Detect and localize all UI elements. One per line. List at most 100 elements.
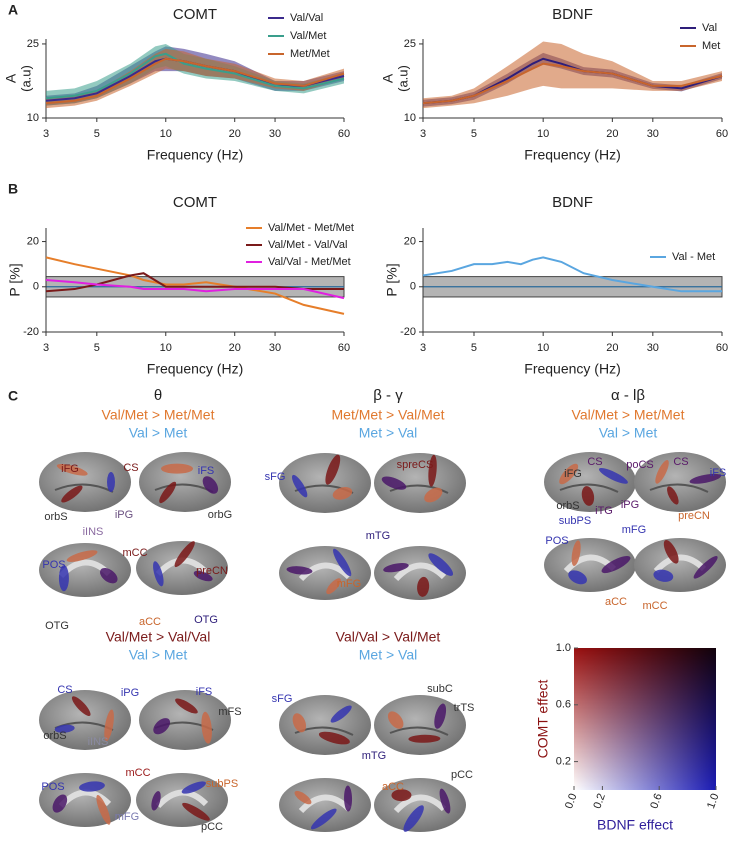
x-tick-label: 60 — [716, 342, 728, 354]
panel-heading: β - γ — [373, 387, 403, 404]
x-tick-label: 30 — [269, 128, 281, 140]
legend-label: Met/Met — [290, 48, 330, 60]
effect-region — [655, 460, 669, 484]
region-label: subPS — [206, 778, 238, 790]
region-label: OTG — [194, 614, 218, 626]
effect-region — [434, 703, 447, 729]
region-label: iTG — [595, 505, 613, 517]
effect-region — [107, 472, 115, 492]
callosum — [393, 562, 447, 582]
effect-region — [439, 788, 451, 814]
region-label: pCC — [451, 769, 473, 781]
y-tick-label: 1.0 — [556, 642, 571, 654]
sulcus — [54, 483, 114, 493]
legend-label: Val/Met - Val/Val — [268, 239, 347, 251]
effect-region — [598, 468, 628, 484]
effect-region — [79, 781, 105, 792]
brain — [279, 778, 371, 832]
brain — [39, 452, 131, 512]
series-line — [45, 52, 345, 100]
region-label: iINS — [83, 526, 104, 538]
region-label: mFG — [115, 811, 139, 823]
effect-region — [56, 463, 88, 476]
panel-label: C — [8, 388, 18, 404]
contrast-label: Val > Met — [129, 425, 188, 441]
brain — [374, 695, 466, 755]
chart-title: COMT — [173, 194, 217, 211]
effect-region — [689, 473, 722, 484]
region-label: sFG — [265, 471, 286, 483]
x-axis-label: Frequency (Hz) — [524, 147, 620, 163]
effect-region — [408, 734, 441, 743]
effect-region — [693, 556, 718, 579]
region-label: orbS — [556, 500, 579, 512]
y-tick-label: 0.6 — [556, 699, 571, 711]
effect-region — [175, 698, 198, 714]
effect-region — [326, 578, 341, 595]
region-label: poCS — [626, 459, 654, 471]
x-tick-label: 0.6 — [648, 792, 665, 810]
effect-region — [201, 711, 212, 744]
x-tick-label: 10 — [537, 342, 549, 354]
region-label: subPS — [559, 515, 591, 527]
x-tick-label: 10 — [537, 128, 549, 140]
x-tick-label: 20 — [229, 128, 241, 140]
effect-region — [332, 486, 353, 500]
error-band — [423, 41, 722, 109]
brain — [279, 695, 371, 755]
region-label: aCC — [382, 781, 404, 793]
contrast-label: Met/Met > Val/Met — [332, 407, 445, 423]
effect-region — [387, 711, 404, 729]
brain — [544, 538, 636, 592]
x-axis-label: Frequency (Hz) — [147, 361, 243, 377]
region-label: preCN — [678, 510, 710, 522]
region-label: subC — [427, 683, 453, 695]
series-line — [45, 57, 345, 105]
x-tick-label: 10 — [160, 128, 172, 140]
y-tick-label: 0 — [410, 281, 416, 293]
x-tick-label: 3 — [420, 342, 426, 354]
colormap-y — [574, 648, 716, 790]
effect-region — [653, 569, 674, 582]
region-label: orbG — [208, 509, 232, 521]
x-axis-label: Frequency (Hz) — [147, 147, 243, 163]
legend-label: Val/Val - Met/Met — [268, 256, 351, 268]
error-band — [46, 43, 344, 106]
effect-region — [153, 561, 164, 587]
effect-region — [182, 802, 210, 821]
brain — [139, 452, 231, 512]
region-label: iPG — [121, 687, 139, 699]
brain — [544, 452, 636, 512]
legend-label: Val/Met - Met/Met — [268, 222, 354, 234]
x-tick-label: 60 — [338, 342, 350, 354]
legend-label: Val — [702, 22, 717, 34]
y-axis-unit: (a.u) — [395, 65, 410, 92]
brain — [279, 546, 371, 600]
brain — [374, 546, 466, 600]
y-tick-label: 10 — [404, 112, 416, 124]
y-tick-label: 20 — [27, 235, 39, 247]
x-tick-label: 5 — [94, 342, 100, 354]
effect-region — [96, 794, 111, 825]
effect-region — [100, 567, 118, 584]
region-label: pCC — [201, 821, 223, 833]
sulcus — [389, 484, 449, 494]
contrast-label: Met > Val — [359, 425, 418, 441]
effect-region — [559, 463, 579, 485]
region-label: CS — [123, 462, 138, 474]
series-line — [422, 256, 722, 293]
chart-title: BDNF — [552, 6, 593, 23]
y-tick-label: -20 — [400, 326, 416, 338]
region-label: mCC — [125, 767, 150, 779]
x-tick-label: 5 — [471, 128, 477, 140]
series-line — [45, 256, 345, 315]
y-tick-label: 0.2 — [556, 756, 571, 768]
effect-region — [571, 540, 581, 566]
x-tick-label: 5 — [471, 342, 477, 354]
effect-region — [104, 709, 114, 742]
region-label: iFS — [196, 686, 213, 698]
effect-region — [391, 789, 412, 802]
effect-region — [381, 476, 407, 490]
x-tick-label: 30 — [269, 342, 281, 354]
